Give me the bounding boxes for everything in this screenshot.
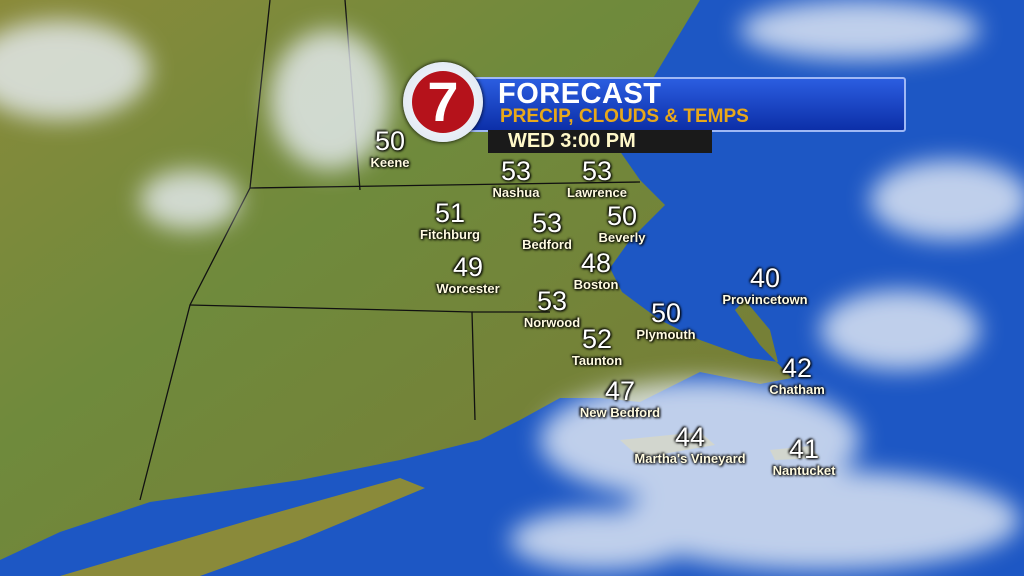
city-temp: 44 <box>674 422 706 452</box>
city-label: 50 Plymouth <box>636 298 696 342</box>
city-label: 49 Worcester <box>436 252 500 296</box>
city-label: 40 Provincetown <box>722 263 808 307</box>
city-name: Worcester <box>436 281 500 296</box>
city-name: Nantucket <box>772 463 836 478</box>
logo-seven: 7 <box>412 71 474 133</box>
city-label: 50 Beverly <box>598 201 646 245</box>
city-name: Chatham <box>769 382 825 397</box>
city-label: 52 Taunton <box>571 324 623 368</box>
city-label: 48 Boston <box>573 248 619 292</box>
land-long-island <box>60 478 425 576</box>
city-temp: 47 <box>604 376 636 406</box>
city-name: Nashua <box>492 185 540 200</box>
city-name: Norwood <box>523 315 581 330</box>
city-temp: 41 <box>788 434 820 464</box>
city-temp: 49 <box>452 252 484 282</box>
city-name: Beverly <box>598 230 646 245</box>
city-label: 53 Nashua <box>492 156 540 200</box>
city-temp: 48 <box>580 248 612 278</box>
forecast-subtitle: PRECIP, CLOUDS & TEMPS <box>500 106 749 127</box>
forecast-title: FORECAST <box>498 78 662 110</box>
city-temp: 50 <box>606 201 638 231</box>
city-temp: 42 <box>781 353 813 383</box>
city-name: Boston <box>573 277 619 292</box>
city-name: Lawrence <box>567 185 627 200</box>
state-borders <box>139 0 641 501</box>
city-name: Provincetown <box>722 292 808 307</box>
city-name: Fitchburg <box>420 227 480 242</box>
city-label: 50 Keene <box>370 126 410 170</box>
city-temp: 53 <box>581 156 613 186</box>
city-temp: 40 <box>749 263 781 293</box>
city-label: 42 Chatham <box>769 353 825 397</box>
city-name: Keene <box>370 155 410 170</box>
city-temp: 50 <box>374 126 406 156</box>
city-name: Bedford <box>522 237 572 252</box>
city-temp: 53 <box>531 208 563 238</box>
city-temp: 52 <box>581 324 613 354</box>
station-logo: 7 <box>403 62 483 142</box>
city-name: Martha's Vineyard <box>634 451 746 466</box>
city-temp: 50 <box>650 298 682 328</box>
city-temp: 53 <box>500 156 532 186</box>
city-name: Plymouth <box>636 327 696 342</box>
city-label: 53 Norwood <box>523 286 581 330</box>
city-label: 51 Fitchburg <box>420 198 480 242</box>
city-label: 41 Nantucket <box>772 434 836 478</box>
forecast-time: WED 3:00 PM <box>488 130 712 153</box>
forecast-banner <box>450 77 906 132</box>
city-label: 53 Lawrence <box>567 156 627 200</box>
city-label: 53 Bedford <box>522 208 572 252</box>
city-label: 44 Martha's Vineyard <box>634 422 746 466</box>
city-temp: 53 <box>536 286 568 316</box>
city-name: New Bedford <box>579 405 661 420</box>
city-temp: 51 <box>434 198 466 228</box>
city-label: 47 New Bedford <box>579 376 661 420</box>
city-name: Taunton <box>571 353 623 368</box>
